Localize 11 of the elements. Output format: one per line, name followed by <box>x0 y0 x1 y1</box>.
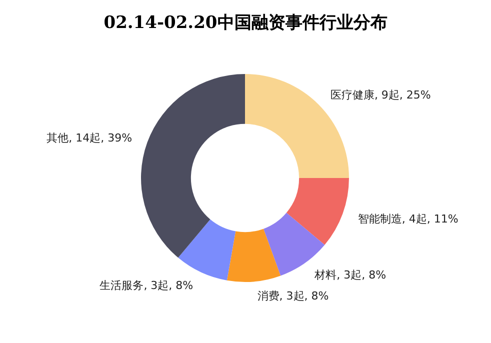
slice-label: 消费, 3起, 8% <box>257 290 329 303</box>
donut-slice <box>286 178 349 245</box>
slice-label: 医疗健康, 9起, 25% <box>330 88 431 102</box>
slice-label: 智能制造, 4起, 11% <box>358 212 458 226</box>
donut-slice <box>226 228 281 282</box>
chart-title: 02.14-02.20中国融资事件行业分布 <box>104 13 388 33</box>
slice-label: 其他, 14起, 39% <box>46 132 132 145</box>
donut-slice <box>178 219 236 280</box>
slice-label: 生活服务, 3起, 8% <box>100 278 194 292</box>
slice-label: 材料, 3起, 8% <box>314 268 386 282</box>
donut-slice <box>141 74 245 258</box>
